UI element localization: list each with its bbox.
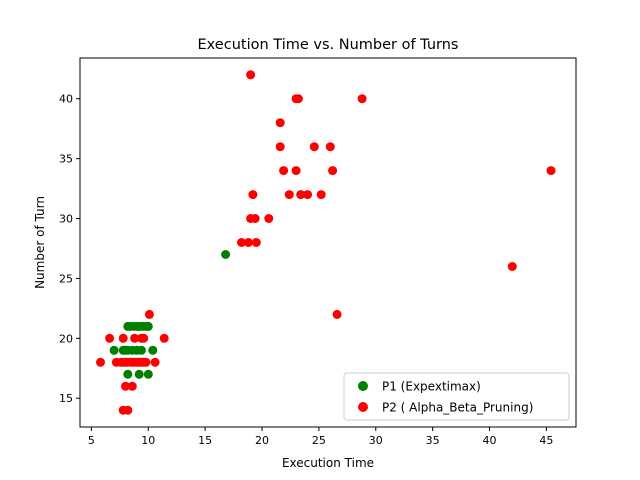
p2-point [141, 357, 151, 367]
p2-point [507, 262, 517, 271]
p1-point [221, 250, 231, 259]
p1-point [143, 369, 153, 379]
x-tick-label: 20 [255, 434, 269, 447]
p2-point [139, 333, 149, 343]
p2-point [237, 238, 246, 247]
p2-point [357, 94, 367, 104]
p1-point [109, 345, 119, 355]
p2-point [150, 357, 160, 367]
p2-point [296, 190, 306, 200]
p1-point [134, 369, 144, 379]
p2-point [159, 333, 169, 343]
x-tick-label: 30 [369, 434, 383, 447]
legend: P1 (Expextimax) P2 ( Alpha_Beta_Pruning) [343, 372, 570, 421]
p1-point [123, 369, 133, 379]
p2-point [291, 166, 301, 176]
legend-marker-p1 [358, 381, 368, 391]
p2-point [118, 333, 128, 343]
p2-point [291, 94, 301, 104]
p2-point [546, 166, 556, 176]
p2-point [279, 166, 289, 176]
plot-frame [79, 57, 577, 428]
y-ticks: 15 20 25 30 35 40 [59, 93, 80, 405]
y-tick-label: 30 [59, 213, 73, 226]
p2-point [130, 333, 140, 343]
x-ticks: 5 10 15 20 25 30 35 40 45 [88, 427, 553, 447]
y-tick-label: 15 [59, 392, 73, 405]
p2-point [111, 357, 121, 367]
p2-point [96, 357, 105, 367]
p2-point [284, 190, 294, 200]
x-tick-label: 15 [198, 434, 212, 447]
y-tick-label: 25 [59, 272, 73, 285]
p2-point [121, 381, 130, 391]
p2-point [275, 142, 285, 152]
p2-point [264, 214, 274, 223]
points-layer [96, 70, 556, 415]
p2-point [248, 190, 258, 200]
p2-point [127, 381, 137, 391]
p2-point [123, 405, 133, 415]
x-tick-label: 5 [88, 434, 95, 447]
p2-point [328, 166, 338, 176]
p1-point [136, 345, 146, 355]
y-tick-label: 35 [59, 153, 73, 166]
p2-point [251, 238, 261, 247]
p2-point [246, 70, 256, 80]
p2-point [309, 142, 319, 152]
x-tick-label: 10 [141, 434, 155, 447]
p2-point [275, 118, 285, 128]
x-tick-label: 35 [426, 434, 440, 447]
p2-point [303, 190, 312, 200]
p2-point [243, 238, 253, 247]
p1-point [143, 321, 153, 331]
p2-point [144, 309, 154, 319]
y-tick-label: 40 [59, 93, 73, 106]
legend-label-p2: P2 ( Alpha_Beta_Pruning) [382, 401, 533, 415]
p1-point [148, 345, 158, 355]
p2-point [105, 333, 115, 343]
x-tick-label: 40 [483, 434, 497, 447]
chart-title: Execution Time vs. Number of Turns [198, 37, 459, 53]
x-tick-label: 25 [312, 434, 326, 447]
p2-point [325, 142, 335, 152]
p2-point [332, 309, 342, 319]
y-axis-label: Number of Turn [33, 196, 47, 289]
x-axis-label: Execution Time [282, 456, 374, 470]
p2-point [250, 214, 260, 223]
legend-marker-p2 [358, 402, 368, 412]
legend-box [343, 372, 570, 421]
x-tick-label: 45 [539, 434, 553, 447]
legend-label-p1: P1 (Expextimax) [382, 380, 481, 394]
y-tick-label: 20 [59, 332, 73, 345]
p2-point [316, 190, 326, 200]
